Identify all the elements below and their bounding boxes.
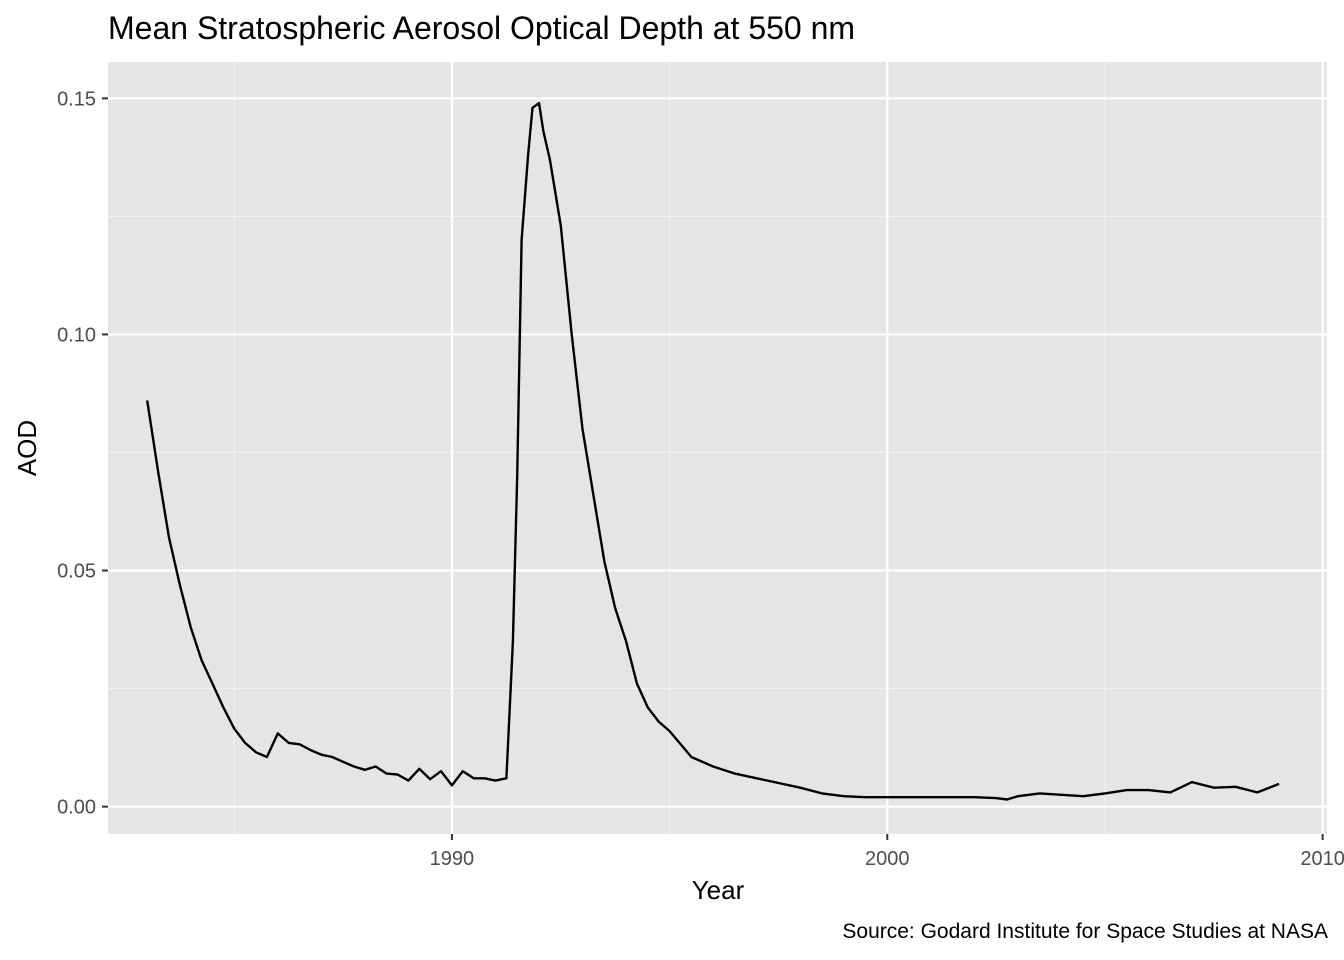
plot-panel (108, 62, 1327, 834)
x-tick-label: 2000 (865, 848, 910, 870)
grid-major (108, 62, 1327, 834)
y-tick-label: 0.10 (57, 324, 96, 346)
y-axis-ticks: 0.00 0.05 0.10 0.15 (57, 88, 108, 819)
y-tick-label: 0.15 (57, 88, 96, 110)
chart-title: Mean Stratospheric Aerosol Optical Depth… (108, 10, 855, 46)
grid-minor (108, 62, 1327, 834)
x-tick-label: 2010 (1300, 848, 1344, 870)
y-tick-label: 0.00 (57, 797, 96, 819)
x-axis-title: Year (692, 875, 745, 905)
x-tick-label: 1990 (430, 848, 475, 870)
x-axis-ticks: 1990 2000 2010 (430, 834, 1344, 870)
y-axis-title: AOD (12, 420, 42, 476)
aod-series-line (146, 101, 1280, 801)
chart-caption: Source: Godard Institute for Space Studi… (842, 920, 1328, 943)
y-tick-label: 0.05 (57, 561, 96, 583)
series-layer (146, 101, 1280, 801)
